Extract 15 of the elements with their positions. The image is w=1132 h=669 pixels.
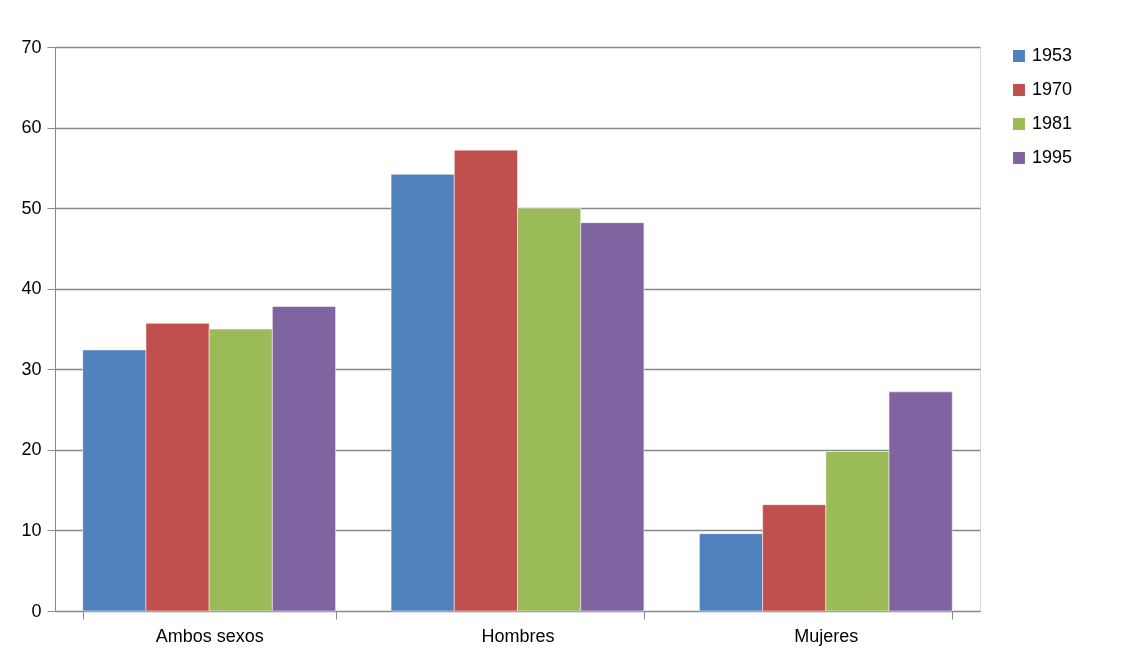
- y-tick-label: 30: [21, 358, 42, 379]
- y-tick-label: 50: [21, 197, 42, 218]
- y-tick-label: 70: [21, 36, 42, 57]
- y-tick-label: 40: [21, 278, 42, 299]
- x-tick-label: Mujeres: [794, 625, 859, 646]
- legend-label: 1953: [1032, 45, 1073, 65]
- legend-label: 1995: [1032, 147, 1073, 167]
- x-tick-label: Hombres: [481, 625, 555, 646]
- y-tick-label: 10: [21, 519, 42, 540]
- y-tick-label: 0: [31, 600, 42, 621]
- legend-label: 1970: [1032, 79, 1073, 99]
- y-tick-label: 60: [21, 117, 42, 138]
- x-tick-label: Ambos sexos: [155, 625, 264, 646]
- y-tick-label: 20: [21, 439, 42, 460]
- legend-label: 1981: [1032, 113, 1073, 133]
